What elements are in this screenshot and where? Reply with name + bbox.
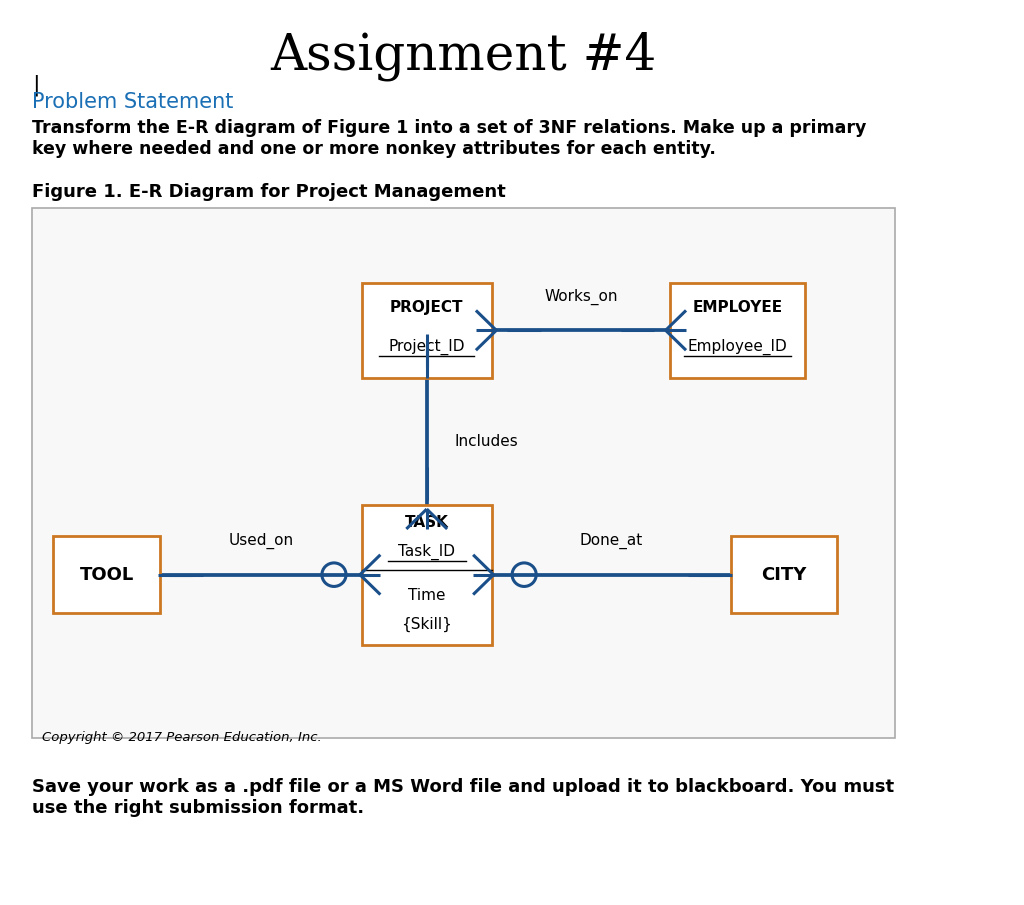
Text: Task_ID: Task_ID: [398, 544, 456, 560]
Text: TOOL: TOOL: [80, 566, 134, 584]
Text: Save your work as a .pdf file or a MS Word file and upload it to blackboard. You: Save your work as a .pdf file or a MS Wo…: [33, 778, 895, 817]
Text: PROJECT: PROJECT: [390, 300, 464, 315]
FancyBboxPatch shape: [33, 208, 895, 738]
Text: Employee_ID: Employee_ID: [688, 338, 787, 355]
FancyBboxPatch shape: [730, 536, 838, 614]
FancyBboxPatch shape: [53, 536, 160, 614]
Text: EMPLOYEE: EMPLOYEE: [692, 300, 782, 315]
Text: {Skill}: {Skill}: [401, 617, 453, 632]
Text: |: |: [33, 74, 40, 96]
Text: Used_on: Used_on: [228, 533, 294, 549]
Text: Time: Time: [408, 588, 445, 603]
FancyBboxPatch shape: [671, 282, 805, 377]
Text: TASK: TASK: [404, 515, 449, 529]
Text: Assignment #4: Assignment #4: [270, 32, 657, 81]
FancyBboxPatch shape: [361, 282, 492, 377]
Text: Copyright © 2017 Pearson Education, Inc.: Copyright © 2017 Pearson Education, Inc.: [42, 731, 322, 744]
Text: Problem Statement: Problem Statement: [33, 92, 233, 112]
Text: Works_on: Works_on: [544, 289, 617, 305]
Text: Figure 1. E-R Diagram for Project Management: Figure 1. E-R Diagram for Project Manage…: [33, 183, 506, 201]
FancyBboxPatch shape: [361, 505, 492, 644]
Text: CITY: CITY: [761, 566, 807, 584]
Text: Includes: Includes: [455, 433, 518, 449]
Text: Project_ID: Project_ID: [388, 338, 465, 355]
Text: Transform the E-R diagram of Figure 1 into a set of 3NF relations. Make up a pri: Transform the E-R diagram of Figure 1 in…: [33, 119, 867, 158]
Text: Done_at: Done_at: [580, 533, 643, 549]
